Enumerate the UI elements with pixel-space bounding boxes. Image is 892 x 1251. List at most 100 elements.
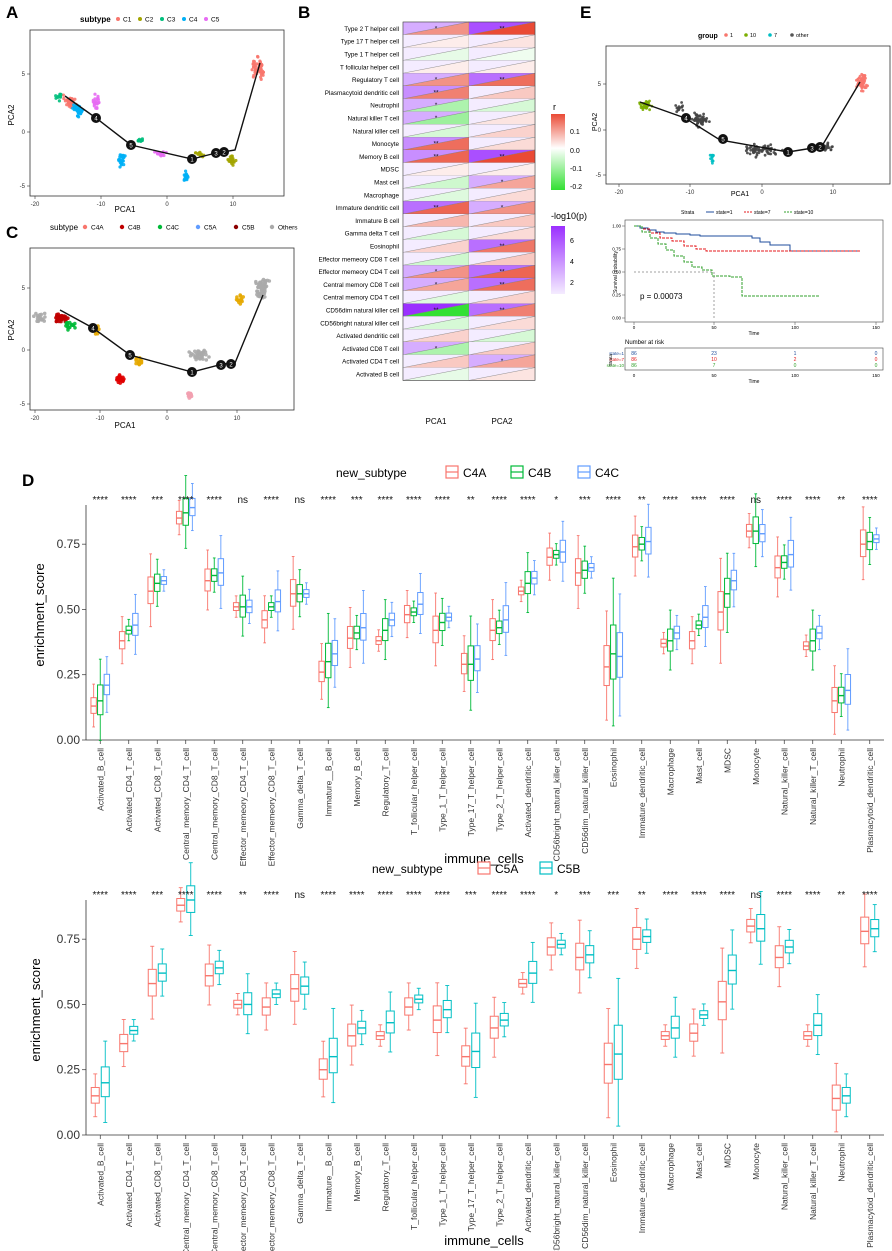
box-body [289,579,297,607]
box-body [147,576,154,605]
trajectory-point [198,357,202,361]
trajectory-node [815,142,825,152]
heatmap-row-label: Memory B cell [359,154,399,161]
category-label: Monocyte [751,1143,761,1180]
trajectory-point [710,157,714,160]
heatmap-row-label: Macrophage [364,192,400,199]
trajectory-point [855,78,858,82]
panel-b-legend-p-bar [551,226,565,294]
panel-b-legend-r-tick: -0.2 [570,184,582,191]
significance-label: **** [349,890,365,901]
trajectory-point [861,78,864,81]
category-label: Regulatory_T_cell [380,748,390,817]
heatmap-signif: * [435,25,438,32]
heatmap-row-label: Type 1 T helper cell [344,52,399,59]
risk-value: 0 [794,363,797,369]
category-label: Plasmacytoid_dendritic_cell [865,1143,875,1248]
box-body [724,577,731,608]
trajectory-point [42,311,47,316]
significance-label: **** [605,495,621,506]
y-tick-label: -5 [20,184,26,190]
trajectory-point [638,102,642,106]
trajectory-point [228,158,232,162]
d2-legend: C5A C5B [477,861,580,876]
category-label: Macrophage [665,748,675,796]
y-tick-label: 0.75 [57,537,81,551]
trajectory-point [139,139,143,143]
y-tick-label: 0.75 [57,932,81,946]
category-label: CD56dim_natural_killer_cell [580,1143,590,1249]
x-tick-label: 10 [234,416,241,422]
trajectory-point [259,75,263,79]
box-body [831,686,838,714]
trajectory-node [216,360,226,370]
category-label: Activated_B_cell [95,1143,105,1206]
risk-row-label: state=10 [607,363,625,368]
category-label: Effector_memeory_CD8_T_cell [266,748,276,867]
panel-letter-e: E [580,3,591,22]
heatmap-row-label: Natural killer cell [353,128,399,135]
significance-label: **** [206,890,222,901]
heatmap-cell-diagonal [402,341,470,355]
risk-value: 0 [875,357,878,363]
legend-label: C5A [204,225,217,232]
trajectory-point [66,325,71,330]
significance-label: ** [837,890,845,901]
heatmap-cell-diagonal [468,73,536,87]
significance-label: **** [662,495,678,506]
box-body [809,628,816,652]
panel-c-points [32,277,272,400]
heatmap-signif: ** [499,281,505,288]
category-label: Activated_CD8_T_cell [152,1143,162,1227]
box-body [186,885,196,913]
box-body [752,516,759,545]
trajectory-point [696,120,700,124]
trajectory-point [34,311,38,316]
trajectory-point [261,277,266,282]
heatmap-cell-diagonal [468,354,536,368]
risk-x-tick-label: 150 [872,373,880,378]
risk-value: 1 [794,351,797,357]
risk-title: Number at risk [625,340,665,346]
heatmap-cell-diagonal [402,137,470,151]
box-body [290,974,300,1002]
trajectory-point [752,142,756,146]
trajectory-point [231,163,235,167]
significance-label: * [554,495,558,506]
heatmap-row-label: Mast cell [374,180,399,187]
trajectory-point [773,152,777,155]
box-body [632,926,642,950]
heatmap-row-label: Activated CD4 T cell [342,359,399,366]
trajectory-node-label: 4 [91,327,95,333]
km-x-tick-label: 0 [633,325,636,330]
km-x-tick-label: 150 [872,325,880,330]
box-body [774,945,784,969]
trajectory-point [95,102,99,106]
significance-label: **** [178,890,194,901]
trajectory-point [95,106,99,110]
panel-letter-c: C [6,223,18,242]
significance-label: **** [206,495,222,506]
trajectory-point [63,99,67,103]
trajectory-point [238,302,243,306]
km-legend-label: state=10 [794,210,814,216]
d2-category-labels: Activated_B_cell Activated_CD4_T_cell Acti… [95,1143,875,1251]
trajectory-point [252,60,256,64]
category-label: Regulatory_T_cell [380,1143,390,1212]
trajectory-point [753,146,756,150]
legend-swatch [157,224,163,230]
box-body [727,954,737,985]
heatmap-cell-diagonal [402,316,470,330]
significance-label: ns [750,495,761,506]
trajectory-point [65,103,69,107]
km-y-tick-label: 0.00 [612,316,621,321]
km-legend-label: state=1 [716,210,733,216]
box-body [774,555,781,579]
box-body [204,568,211,592]
risk-x-tick-label: 0 [633,373,636,378]
category-label: Central_memory_CD8_T_cell [209,748,219,860]
risk-value: 7 [713,363,716,369]
y-tick-label: 0.00 [57,733,81,747]
trajectory-point [676,108,680,112]
trajectory-point [56,314,60,319]
